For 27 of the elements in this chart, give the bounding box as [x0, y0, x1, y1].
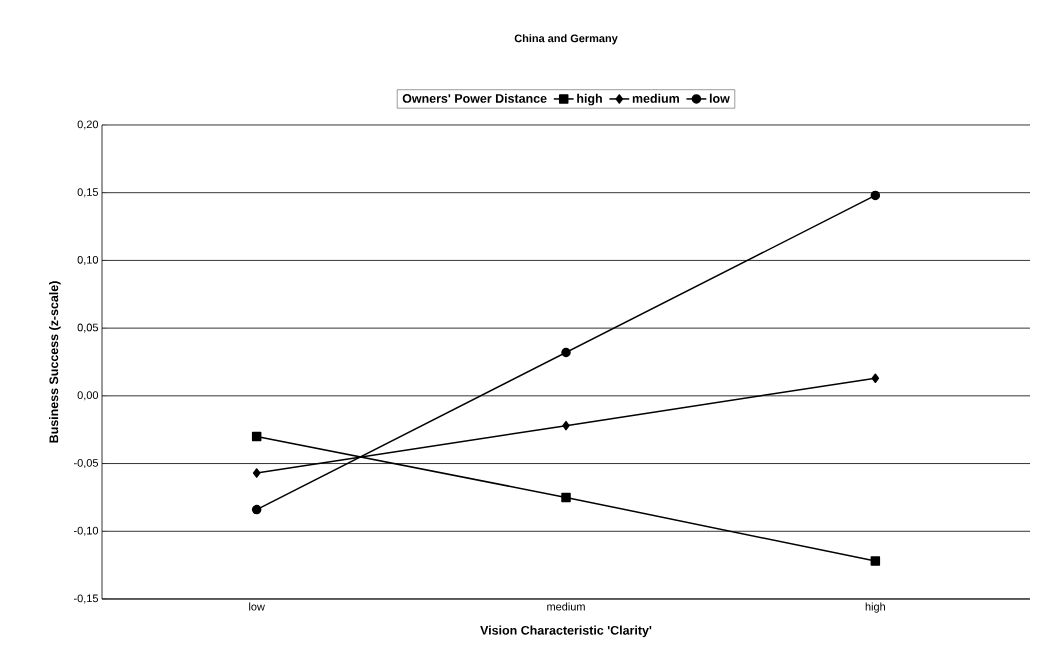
point: [251, 431, 262, 442]
point: [562, 420, 570, 431]
legend-label: high: [577, 93, 602, 106]
y-tick-label: -0,10: [73, 526, 99, 536]
legend-label: medium: [632, 93, 679, 103]
point: [871, 373, 880, 383]
y-tick-label: 0,20: [77, 120, 99, 130]
x-tick-label: low: [249, 602, 265, 611]
legend-title: Owners' Power Distance: [402, 93, 547, 103]
y-tick-label: 0,15: [77, 188, 99, 198]
point: [561, 347, 571, 358]
x-tick-label: high: [865, 602, 885, 613]
y-tick-label: -0,05: [73, 459, 99, 469]
y-tick-label: 0,00: [77, 391, 99, 401]
point: [251, 504, 262, 515]
y-tick-label: 0,05: [77, 323, 99, 333]
y-tick-label: -0,15: [73, 594, 99, 604]
point: [870, 190, 881, 201]
chart-title: China and Germany: [514, 34, 618, 45]
y-axis-title: Business Success (z-scale): [49, 281, 61, 443]
point: [252, 468, 261, 478]
x-axis-title: Vision Characteristic 'Clarity': [480, 625, 652, 638]
y-tick-label: 0,10: [77, 255, 99, 265]
legend-label: low: [709, 93, 730, 103]
point: [870, 556, 881, 566]
x-tick-label: medium: [547, 602, 585, 611]
point: [561, 492, 571, 503]
